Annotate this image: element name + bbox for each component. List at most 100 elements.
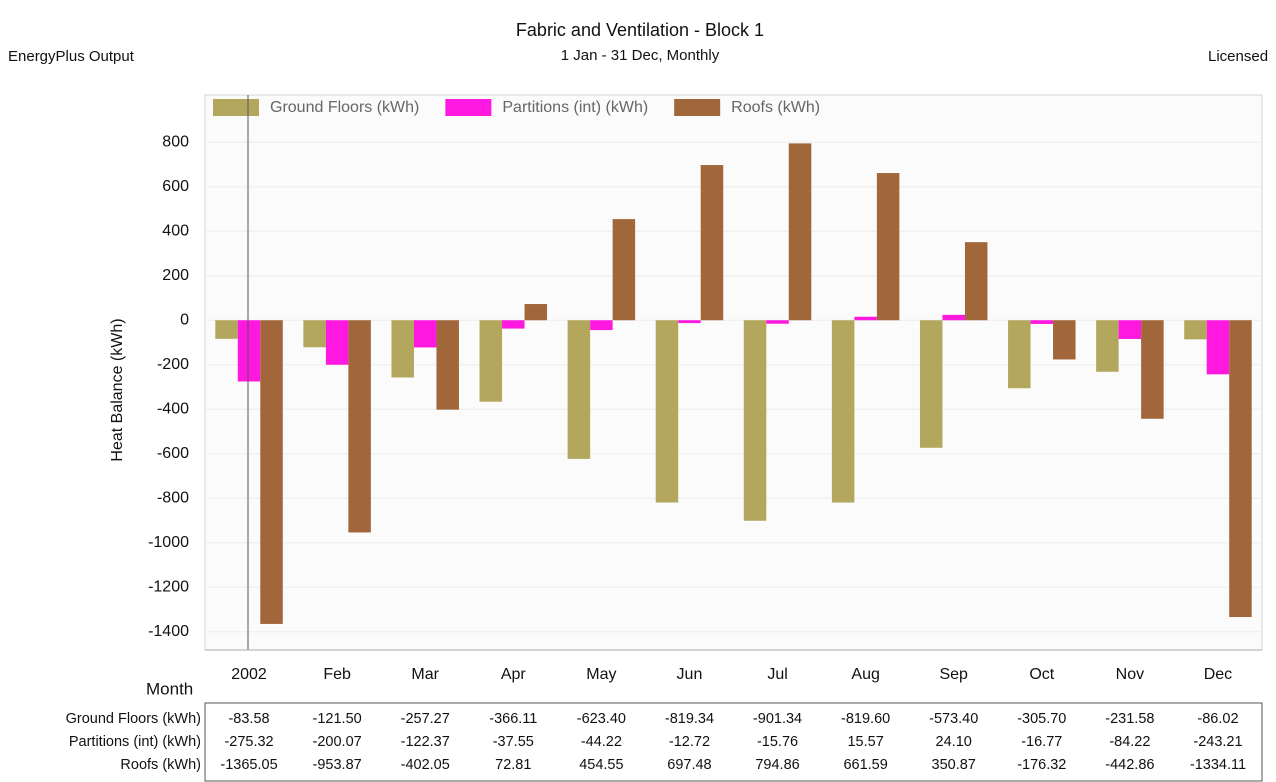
table-value: -623.40 xyxy=(577,711,626,727)
legend-swatch xyxy=(213,99,259,116)
table-value: -305.70 xyxy=(1017,711,1066,727)
table-value: -819.34 xyxy=(665,711,714,727)
bar xyxy=(766,320,789,324)
y-tick-label: -1400 xyxy=(148,623,189,640)
table-value: 72.81 xyxy=(495,757,531,773)
y-axis-label: Heat Balance (kWh) xyxy=(109,318,126,461)
x-tick-label: Dec xyxy=(1204,666,1232,683)
header-left: EnergyPlus Output xyxy=(8,48,135,65)
x-tick-label: Oct xyxy=(1029,666,1054,683)
bar xyxy=(436,320,459,410)
bar xyxy=(1118,320,1142,339)
table-value: -231.58 xyxy=(1105,711,1154,727)
y-tick-label: -1200 xyxy=(148,578,189,595)
bar xyxy=(325,320,349,365)
table-value: -44.22 xyxy=(581,734,622,750)
bar xyxy=(303,320,326,348)
bar xyxy=(1053,320,1076,360)
x-axis-label: Month xyxy=(146,679,193,698)
table-value: -243.21 xyxy=(1193,734,1242,750)
bar xyxy=(348,320,371,533)
table-value: 24.10 xyxy=(936,734,972,750)
bar xyxy=(1184,320,1207,340)
table-value: 794.86 xyxy=(755,757,799,773)
table-value: -366.11 xyxy=(489,711,537,727)
bar xyxy=(590,320,613,331)
bar xyxy=(479,320,503,402)
table-value: 697.48 xyxy=(667,757,711,773)
bar xyxy=(237,320,261,382)
bar xyxy=(700,165,724,321)
table-value: 661.59 xyxy=(843,757,887,773)
y-tick-label: -600 xyxy=(157,445,189,462)
x-tick-label: Sep xyxy=(939,666,968,683)
bar xyxy=(260,320,283,624)
table-value: -176.32 xyxy=(1017,757,1066,773)
table-value: -12.72 xyxy=(669,734,710,750)
table-value: -83.58 xyxy=(228,711,269,727)
x-tick-label: May xyxy=(586,666,616,683)
x-tick-label: Apr xyxy=(501,666,527,683)
table-value: -1334.11 xyxy=(1190,757,1246,773)
bar xyxy=(831,320,855,503)
table-value: -122.37 xyxy=(401,734,450,750)
bar xyxy=(215,320,238,339)
table-value: -275.32 xyxy=(224,734,273,750)
table-value: 454.55 xyxy=(579,757,623,773)
table-value: -200.07 xyxy=(313,734,362,750)
legend-swatch xyxy=(445,99,492,116)
table-value: -442.86 xyxy=(1105,757,1154,773)
table-value: -16.77 xyxy=(1021,734,1062,750)
x-tick-label: Feb xyxy=(323,666,351,683)
bar xyxy=(1096,320,1119,372)
y-tick-label: -200 xyxy=(157,356,189,373)
table-row-label: Roofs (kWh) xyxy=(120,757,201,773)
y-tick-label: -400 xyxy=(157,400,189,417)
bar xyxy=(942,314,965,321)
bar xyxy=(1141,320,1164,419)
bar xyxy=(524,304,548,321)
plot-area xyxy=(204,94,1263,651)
chart-subtitle: 1 Jan - 31 Dec, Monthly xyxy=(561,47,720,64)
table-value: -819.60 xyxy=(841,711,890,727)
x-tick-label: Jun xyxy=(677,666,703,683)
table-value: -1365.05 xyxy=(220,757,277,773)
bar xyxy=(1008,320,1031,389)
bar xyxy=(788,143,812,321)
table-value: -15.76 xyxy=(757,734,798,750)
x-tick-label: Jul xyxy=(767,666,787,683)
bar xyxy=(678,320,701,324)
bar xyxy=(1030,320,1054,324)
table-value: -121.50 xyxy=(313,711,362,727)
x-tick-label: Mar xyxy=(411,666,439,683)
table-row-label: Ground Floors (kWh) xyxy=(66,711,201,727)
bar xyxy=(1229,320,1252,618)
bar xyxy=(612,219,636,321)
table-value: -86.02 xyxy=(1197,711,1238,727)
table-value: -573.40 xyxy=(929,711,978,727)
legend-label: Ground Floors (kWh) xyxy=(270,99,419,116)
header-right: Licensed xyxy=(1208,48,1268,65)
x-tick-label: Nov xyxy=(1116,666,1144,683)
table-value: -37.55 xyxy=(493,734,534,750)
table-value: 350.87 xyxy=(932,757,976,773)
y-tick-label: 600 xyxy=(162,178,189,195)
bar xyxy=(854,316,877,321)
legend-swatch xyxy=(674,99,721,116)
chart-title: Fabric and Ventilation - Block 1 xyxy=(516,20,764,40)
table-value: 15.57 xyxy=(847,734,883,750)
bar xyxy=(876,173,900,321)
table-value: -257.27 xyxy=(401,711,450,727)
y-tick-label: 800 xyxy=(162,133,189,150)
bar xyxy=(964,242,988,321)
table-value: -84.22 xyxy=(1109,734,1150,750)
bar xyxy=(502,320,525,329)
legend-label: Roofs (kWh) xyxy=(731,99,820,116)
y-tick-label: 400 xyxy=(162,222,189,239)
bar xyxy=(413,320,437,348)
table-frame xyxy=(204,702,1263,782)
bar xyxy=(655,320,679,503)
y-tick-label: -800 xyxy=(157,489,189,506)
bar xyxy=(743,320,767,521)
